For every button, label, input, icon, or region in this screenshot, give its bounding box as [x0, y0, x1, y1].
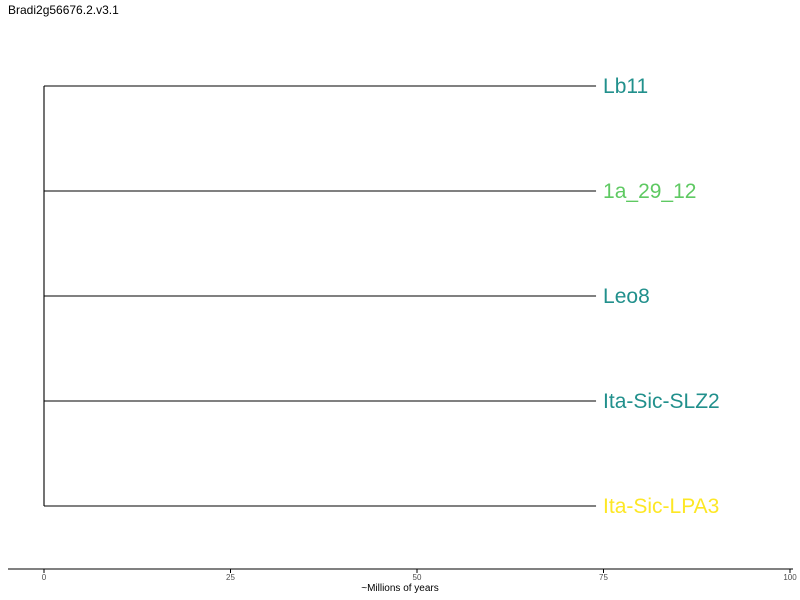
- branches-group: [43, 85, 597, 507]
- leaf-label: Ita-Sic-LPA3: [603, 495, 719, 518]
- leaf-label: 1a_29_12: [603, 180, 696, 203]
- chart-title: Bradi2g56676.2.v3.1: [8, 3, 119, 17]
- x-tick-label: 0: [42, 573, 47, 582]
- x-tick-label: 50: [413, 573, 422, 582]
- x-tick-label: 75: [599, 573, 608, 582]
- x-tick-label: 25: [226, 573, 235, 582]
- x-axis-label: ~Millions of years: [361, 583, 439, 594]
- leaf-labels-group: Lb11 1a_29_12 Leo8 Ita-Sic-SLZ2 Ita-Sic-LPA3: [603, 75, 720, 518]
- x-tick-label: 100: [783, 573, 797, 582]
- leaf-label: Leo8: [603, 285, 650, 308]
- x-axis: 0 25 50 75 100: [8, 568, 797, 582]
- leaf-label: Lb11: [603, 75, 648, 98]
- leaf-label: Ita-Sic-SLZ2: [603, 390, 720, 413]
